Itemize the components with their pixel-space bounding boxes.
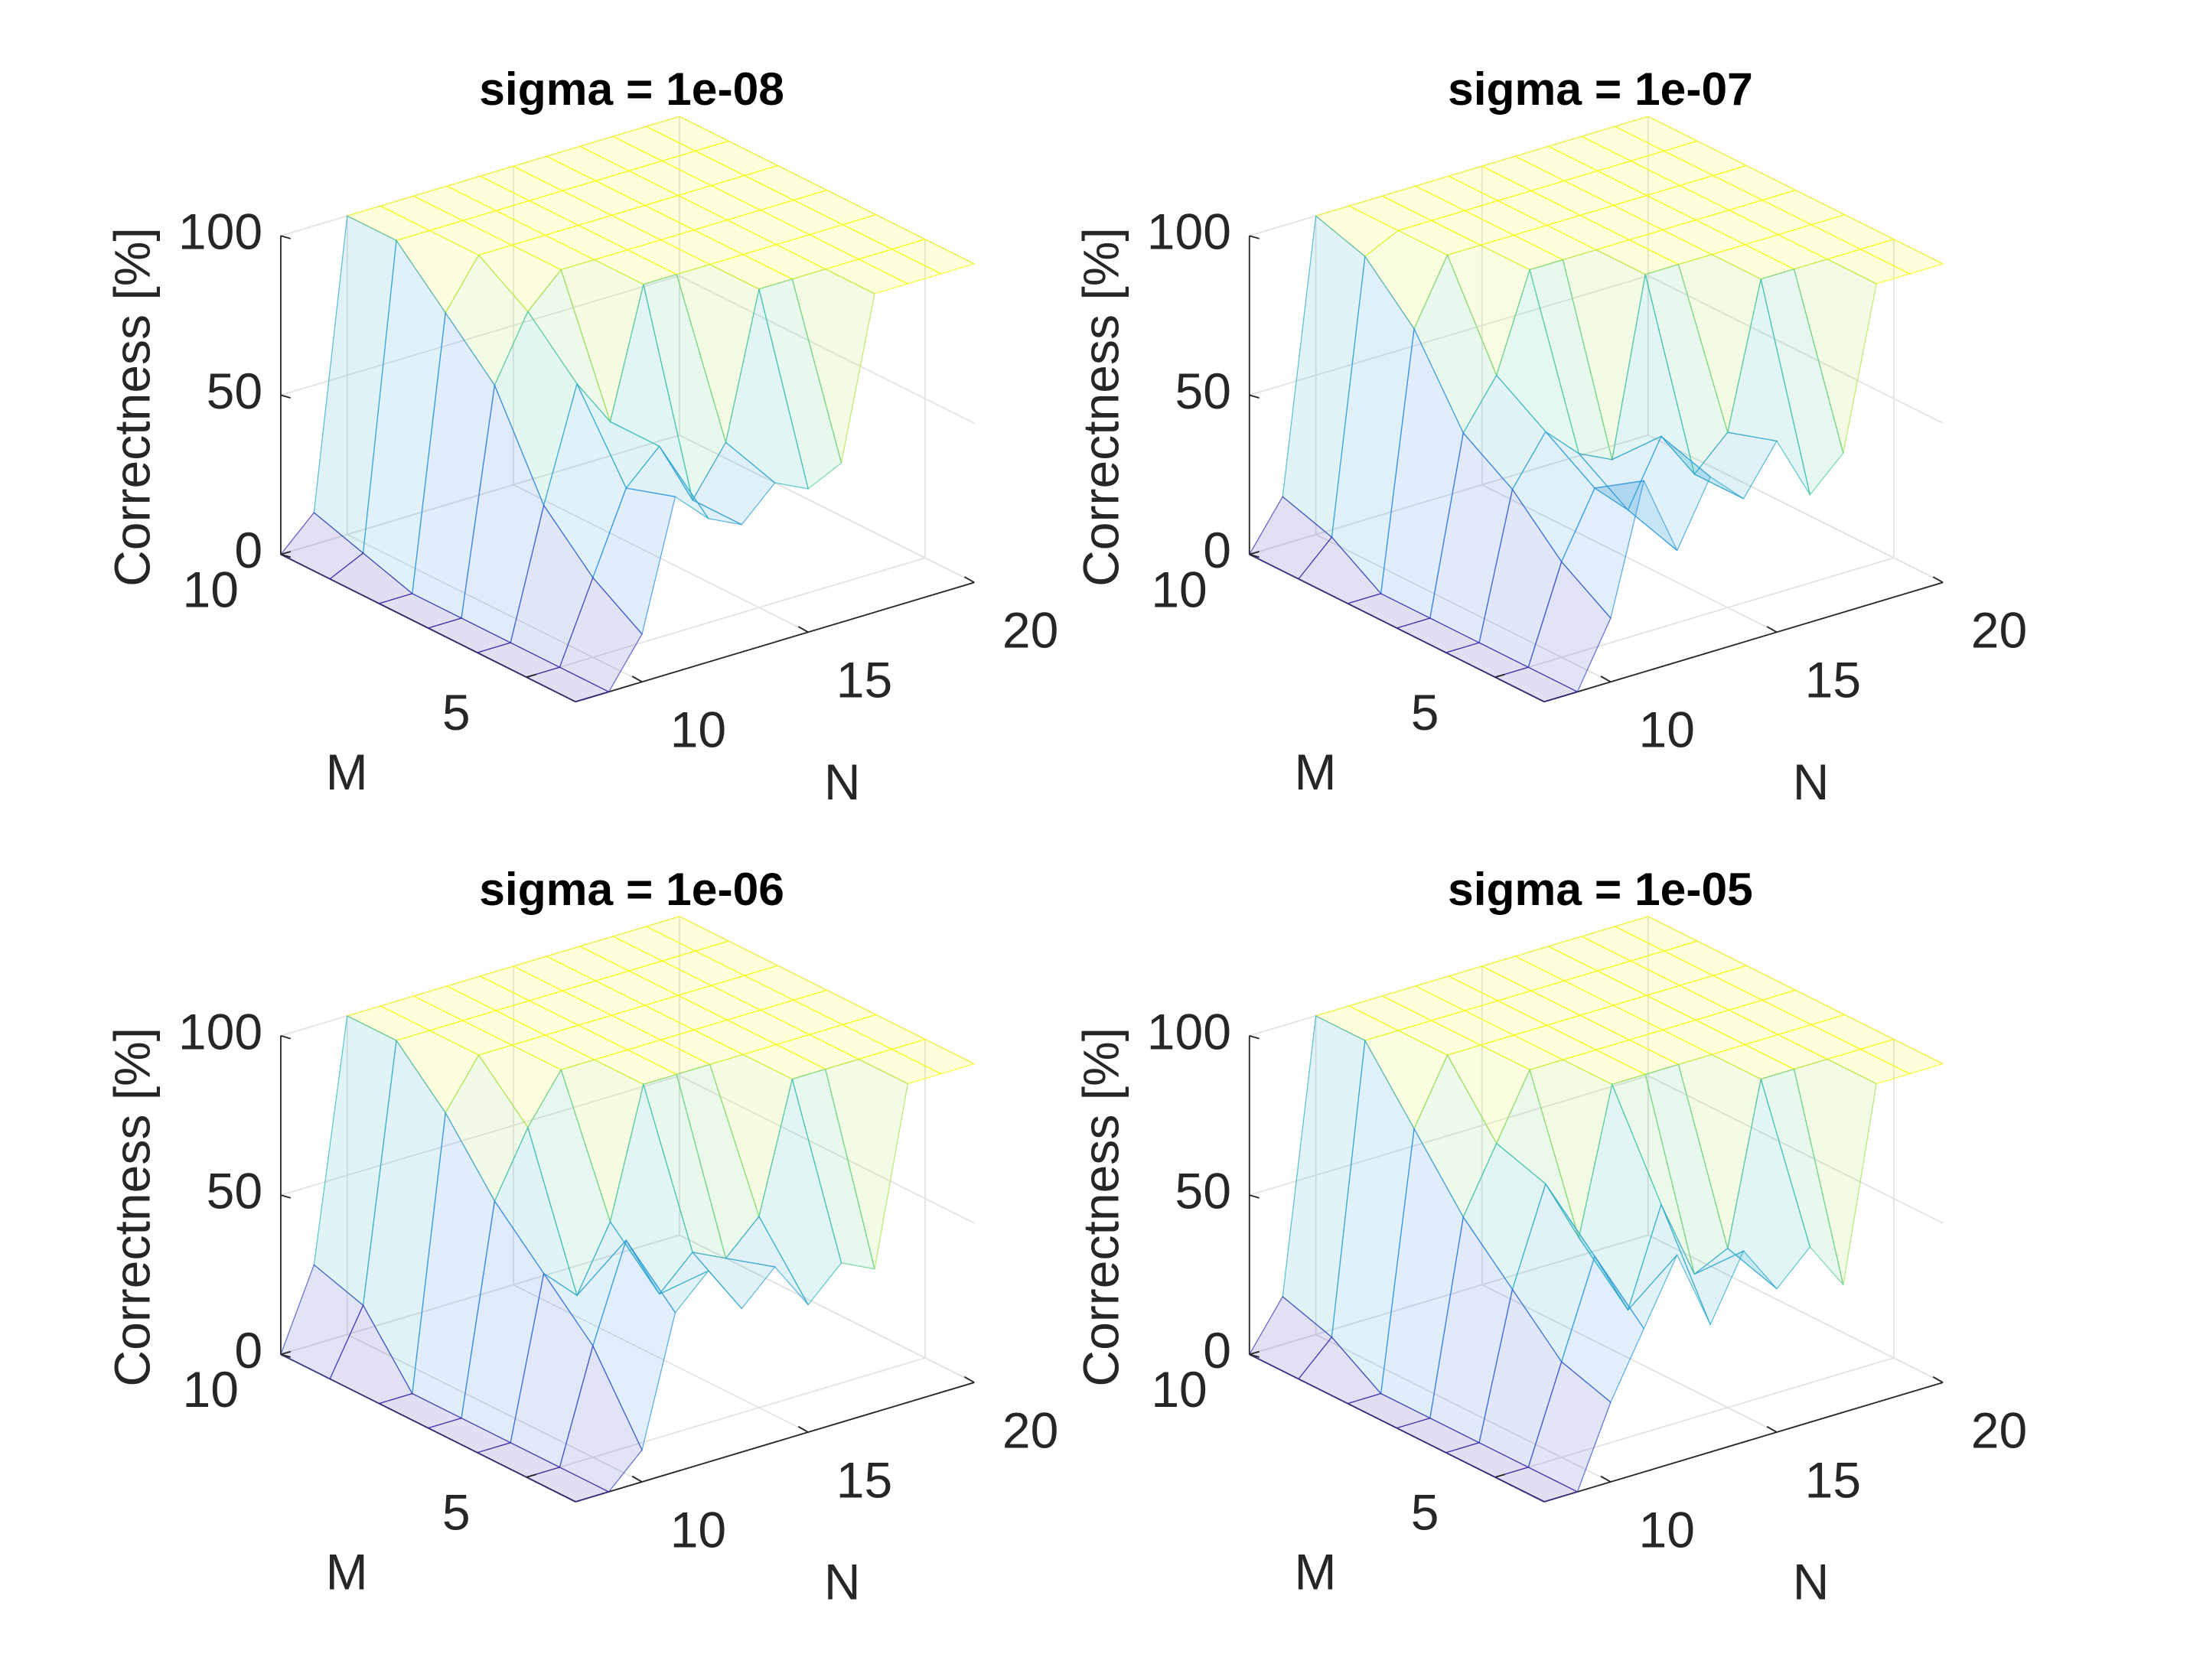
tick-mark	[1249, 1353, 1260, 1358]
surface-face	[525, 666, 611, 702]
y-axis-label: M	[1295, 744, 1337, 800]
x-tick-label: 20	[1002, 602, 1058, 659]
tick-mark	[1494, 673, 1505, 679]
x-tick-label: 10	[1639, 702, 1695, 758]
x-axis-label: N	[824, 1554, 861, 1610]
grid-line	[1494, 557, 1895, 679]
tick-mark	[280, 1353, 292, 1358]
tick-mark	[631, 676, 643, 683]
x-tick-label: 20	[1002, 1402, 1058, 1458]
z-tick-label: 50	[207, 1163, 262, 1219]
tick-mark	[797, 1425, 809, 1433]
tick-mark	[1249, 1194, 1260, 1199]
tick-mark	[1932, 576, 1944, 584]
tick-mark	[280, 551, 292, 555]
z-tick-label: 0	[234, 522, 262, 578]
x-axis-label: N	[1793, 754, 1830, 810]
z-tick-label: 0	[234, 1322, 262, 1379]
grid-line	[1249, 1234, 1649, 1356]
tick-mark	[1249, 553, 1260, 558]
z-tick-label: 50	[1175, 363, 1231, 419]
tick-mark	[280, 1194, 292, 1199]
tick-mark	[1249, 394, 1260, 399]
grid-line	[526, 1357, 926, 1478]
x-tick-label: 15	[1805, 652, 1861, 708]
tick-mark	[280, 235, 292, 239]
tick-mark	[1249, 551, 1260, 555]
z-tick-label: 50	[207, 363, 262, 419]
tick-mark	[1600, 1475, 1612, 1483]
tick-mark	[1766, 626, 1778, 633]
x-tick-label: 10	[670, 702, 726, 758]
tick-mark	[631, 1475, 643, 1483]
tick-mark	[280, 553, 292, 558]
surface-face	[1494, 666, 1579, 702]
y-tick-label: 5	[442, 1484, 471, 1541]
surface-face	[525, 1467, 611, 1503]
panel: 0 50 100 5 10 10 15 20 sigma = 1e-06 N M Correctnes…	[103, 863, 1058, 1610]
x-tick-label: 20	[1971, 602, 2027, 659]
z-tick-label: 100	[178, 1003, 262, 1060]
z-axis-label: Correctness [%]	[1072, 227, 1129, 587]
tick-mark	[526, 1473, 537, 1478]
grid-line	[526, 557, 926, 679]
tick-mark	[1932, 1376, 1944, 1383]
y-tick-label: 5	[1411, 684, 1439, 741]
z-axis-label: Correctness [%]	[1072, 1027, 1129, 1387]
z-tick-label: 100	[178, 203, 262, 260]
grid-line	[1494, 1357, 1895, 1478]
tick-mark	[1494, 1473, 1505, 1478]
tick-mark	[526, 673, 537, 679]
y-axis-label: M	[326, 1544, 368, 1600]
x-tick-label: 15	[1805, 1451, 1861, 1508]
tick-mark	[963, 1376, 975, 1383]
chart-title: sigma = 1e-08	[479, 63, 784, 115]
x-tick-label: 10	[670, 1501, 726, 1558]
z-axis-label: Correctness [%]	[103, 227, 160, 587]
z-tick-label: 100	[1147, 1003, 1231, 1060]
surface-face	[1494, 1467, 1579, 1503]
x-axis-label: N	[1793, 1554, 1830, 1610]
y-tick-label: 10	[1151, 1361, 1207, 1418]
z-tick-label: 100	[1147, 203, 1231, 260]
z-tick-label: 50	[1175, 1163, 1231, 1219]
x-tick-label: 20	[1971, 1402, 2027, 1458]
panel: 0 50 100 5 10 10 15 20 sigma = 1e-07 N M Correctnes…	[1072, 63, 2027, 810]
tick-mark	[280, 1350, 292, 1356]
tick-mark	[797, 626, 809, 633]
x-tick-label: 10	[1639, 1501, 1695, 1558]
y-axis-label: M	[1295, 1544, 1337, 1600]
tick-mark	[280, 1035, 292, 1040]
tick-mark	[1249, 1350, 1260, 1356]
grid-line	[280, 434, 680, 555]
chart-title: sigma = 1e-05	[1448, 863, 1753, 915]
y-axis-label: M	[326, 744, 368, 800]
tick-mark	[1249, 1035, 1260, 1040]
grid-line	[1249, 434, 1649, 555]
y-tick-label: 5	[1411, 1484, 1439, 1541]
chart-title: sigma = 1e-06	[479, 863, 784, 915]
tick-mark	[1249, 235, 1260, 239]
z-axis-label: Correctness [%]	[103, 1027, 160, 1387]
y-tick-label: 10	[1151, 561, 1207, 617]
tick-mark	[963, 576, 975, 584]
tick-mark	[1600, 676, 1612, 683]
chart-title: sigma = 1e-07	[1448, 63, 1753, 115]
x-axis-label: N	[824, 754, 861, 810]
y-tick-label: 10	[182, 561, 238, 617]
panel: 0 50 100 5 10 10 15 20 sigma = 1e-05 N M Correctnes…	[1072, 863, 2027, 1610]
z-tick-label: 0	[1203, 522, 1231, 578]
y-tick-label: 5	[442, 684, 471, 741]
tick-mark	[280, 394, 292, 399]
y-tick-label: 10	[182, 1361, 238, 1418]
tick-mark	[1766, 1425, 1778, 1433]
panel: 0 50 100 5 10 10 15 20 sigma = 1e-08 N M Correctnes…	[103, 63, 1058, 810]
x-tick-label: 15	[836, 1451, 892, 1508]
x-tick-label: 15	[836, 652, 892, 708]
z-tick-label: 0	[1203, 1322, 1231, 1379]
